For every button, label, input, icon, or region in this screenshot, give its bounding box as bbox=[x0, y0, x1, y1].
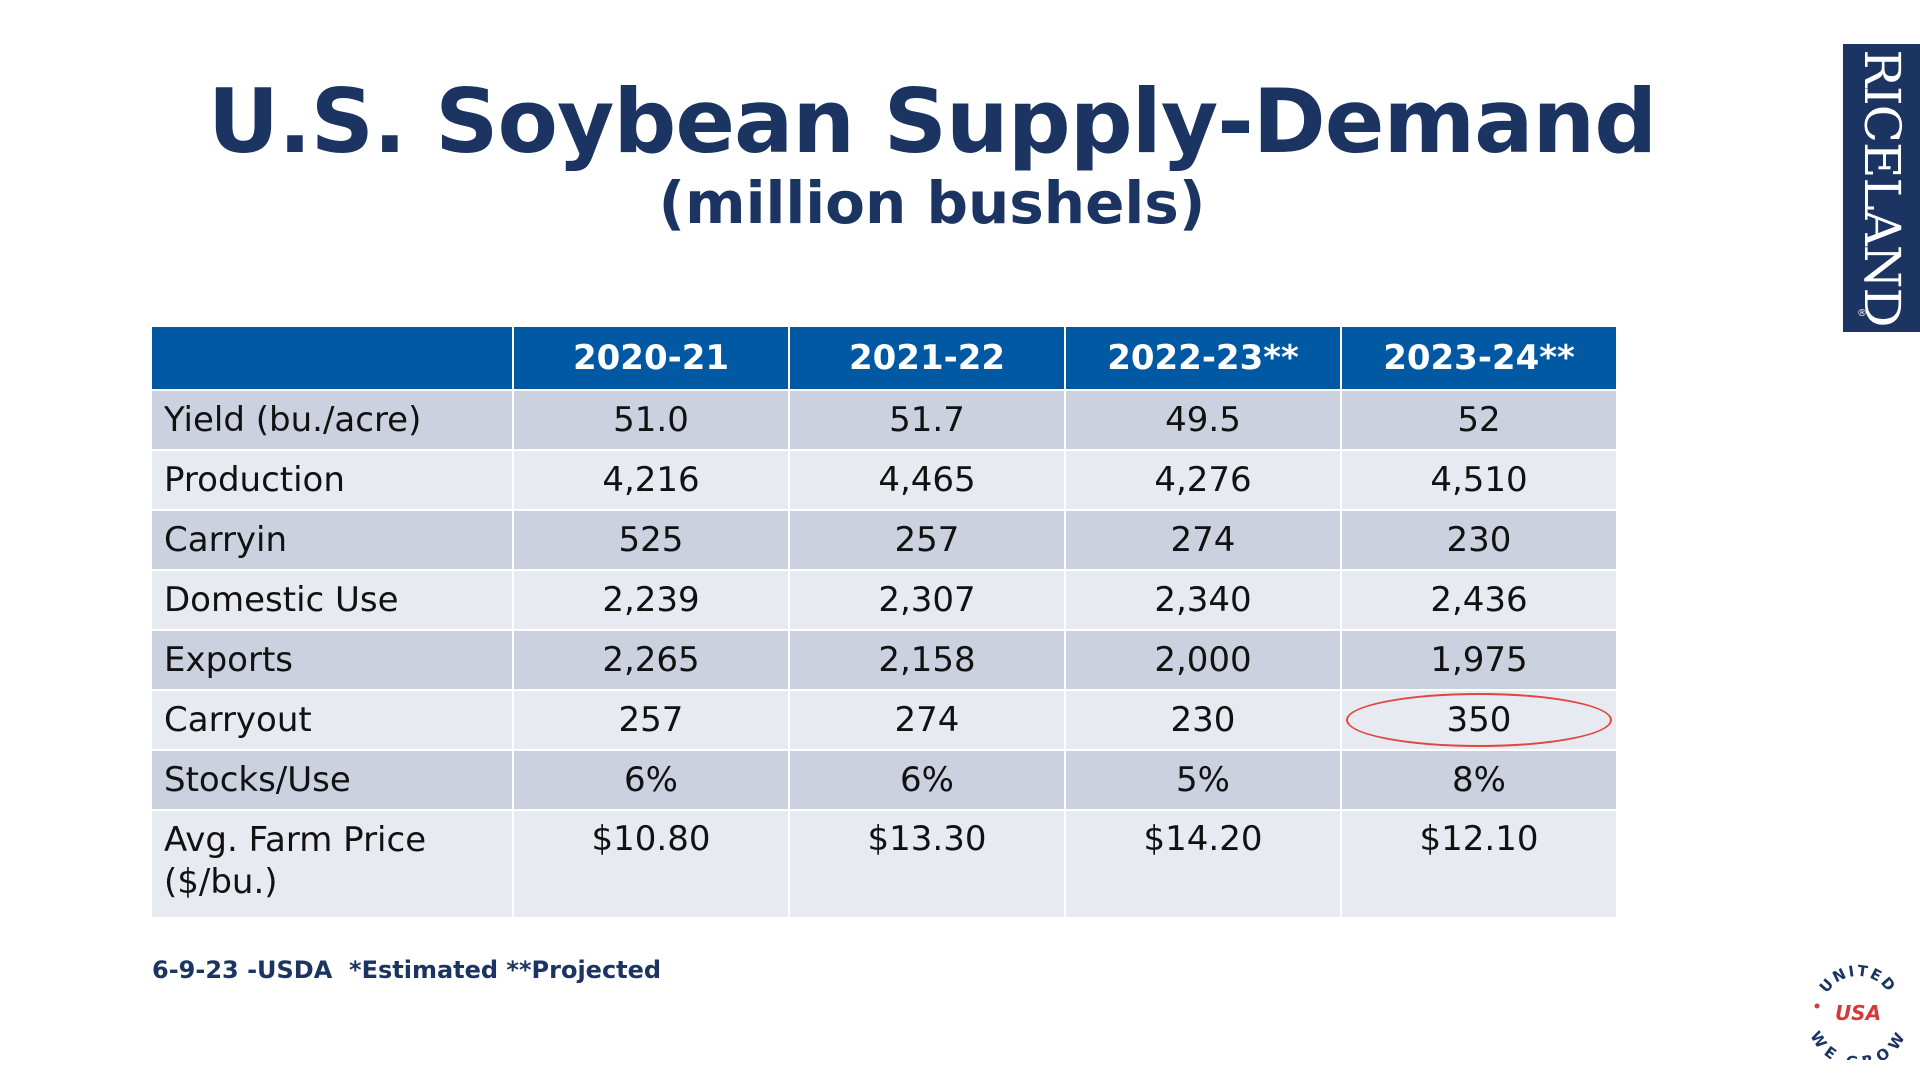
row-carryout: Carryout 257 274 230 350 bbox=[150, 689, 1618, 751]
row-label: Carryout bbox=[150, 689, 514, 751]
row-yield: Yield (bu./acre) 51.0 51.7 49.5 52 bbox=[150, 389, 1618, 451]
riceland-logo: RICELAND ® bbox=[1843, 44, 1920, 332]
badge-center-text: USA bbox=[1835, 1001, 1881, 1025]
badge-bottom-text: WE GROW bbox=[1808, 1028, 1908, 1060]
cell: 257 bbox=[512, 689, 790, 751]
row-label: Domestic Use bbox=[150, 569, 514, 631]
cell: 525 bbox=[512, 509, 790, 571]
row-production: Production 4,216 4,465 4,276 4,510 bbox=[150, 449, 1618, 511]
supply-demand-table: 2020-21 2021-22 2022-23** 2023-24** Yiel… bbox=[150, 325, 1618, 919]
row-avg-farm-price: Avg. Farm Price ($/bu.) $10.80 $13.30 $1… bbox=[150, 809, 1618, 919]
row-label: Yield (bu./acre) bbox=[150, 389, 514, 451]
cell: 52 bbox=[1340, 389, 1618, 451]
cell: 6% bbox=[788, 749, 1066, 811]
table-header-row: 2020-21 2021-22 2022-23** 2023-24** bbox=[150, 325, 1618, 391]
row-carryin: Carryin 525 257 274 230 bbox=[150, 509, 1618, 571]
row-label: Production bbox=[150, 449, 514, 511]
highlight-ellipse bbox=[1346, 693, 1612, 747]
cell: 230 bbox=[1340, 509, 1618, 571]
row-label: Stocks/Use bbox=[150, 749, 514, 811]
header-2020-21: 2020-21 bbox=[512, 325, 790, 391]
slide-subtitle: (million bushels) bbox=[658, 169, 1206, 237]
cell: 4,465 bbox=[788, 449, 1066, 511]
united-we-grow-badge: UNITED USA WE GROW bbox=[1808, 962, 1908, 1060]
cell: 51.0 bbox=[512, 389, 790, 451]
cell: 2,000 bbox=[1064, 629, 1342, 691]
cell: 2,307 bbox=[788, 569, 1066, 631]
cell: $12.10 bbox=[1340, 809, 1618, 919]
row-domestic-use: Domestic Use 2,239 2,307 2,340 2,436 bbox=[150, 569, 1618, 631]
cell: 2,265 bbox=[512, 629, 790, 691]
cell: 2,340 bbox=[1064, 569, 1342, 631]
registered-mark: ® bbox=[1857, 308, 1867, 319]
cell: 2,239 bbox=[512, 569, 790, 631]
cell: $14.20 bbox=[1064, 809, 1342, 919]
cell: 2,436 bbox=[1340, 569, 1618, 631]
cell: 6% bbox=[512, 749, 790, 811]
cell: 4,276 bbox=[1064, 449, 1342, 511]
row-exports: Exports 2,265 2,158 2,000 1,975 bbox=[150, 629, 1618, 691]
cell: 274 bbox=[1064, 509, 1342, 571]
cell: 8% bbox=[1340, 749, 1618, 811]
cell: 2,158 bbox=[788, 629, 1066, 691]
cell: 49.5 bbox=[1064, 389, 1342, 451]
source-footnote: 6-9-23 -USDA *Estimated **Projected bbox=[152, 956, 662, 984]
header-2022-23: 2022-23** bbox=[1064, 325, 1342, 391]
row-label: Exports bbox=[150, 629, 514, 691]
cell-highlighted: 350 bbox=[1340, 689, 1618, 751]
cell: 1,975 bbox=[1340, 629, 1618, 691]
cell: 274 bbox=[788, 689, 1066, 751]
brand-name: RICELAND bbox=[1852, 49, 1911, 327]
badge-dot-icon bbox=[1814, 1003, 1820, 1009]
badge-top-text: UNITED bbox=[1816, 962, 1900, 997]
cell: $13.30 bbox=[788, 809, 1066, 919]
row-label: Carryin bbox=[150, 509, 514, 571]
header-2021-22: 2021-22 bbox=[788, 325, 1066, 391]
slide-title: U.S. Soybean Supply-Demand bbox=[207, 70, 1657, 173]
cell: $10.80 bbox=[512, 809, 790, 919]
highlighted-value: 350 bbox=[1346, 693, 1612, 747]
row-stocks-use: Stocks/Use 6% 6% 5% 8% bbox=[150, 749, 1618, 811]
row-label: Avg. Farm Price ($/bu.) bbox=[150, 809, 514, 919]
row-label-line2: ($/bu.) bbox=[164, 862, 278, 902]
cell: 5% bbox=[1064, 749, 1342, 811]
cell: 257 bbox=[788, 509, 1066, 571]
cell: 4,510 bbox=[1340, 449, 1618, 511]
cell: 230 bbox=[1064, 689, 1342, 751]
cell: 4,216 bbox=[512, 449, 790, 511]
cell: 51.7 bbox=[788, 389, 1066, 451]
header-blank bbox=[150, 325, 514, 391]
row-label-line1: Avg. Farm Price bbox=[164, 820, 427, 860]
header-2023-24: 2023-24** bbox=[1340, 325, 1618, 391]
